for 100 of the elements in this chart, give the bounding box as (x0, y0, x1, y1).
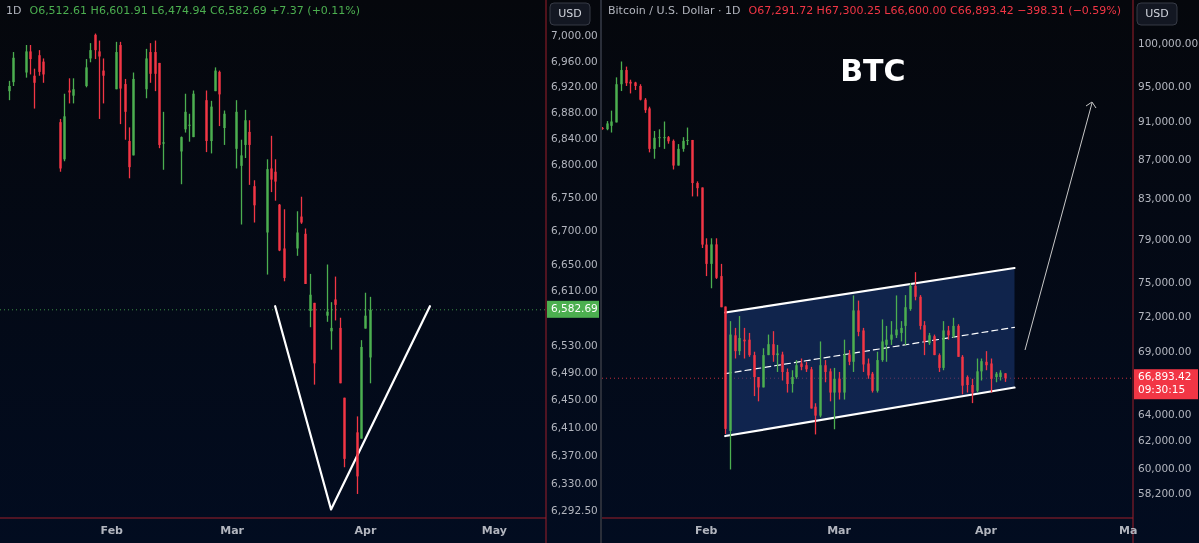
y-tick-label: 69,000.00 (1138, 345, 1192, 358)
candlestick (852, 294, 855, 373)
candlestick (124, 78, 127, 141)
candlestick (610, 109, 613, 134)
candlestick (805, 361, 808, 373)
x-tick-label: Feb (695, 524, 718, 537)
candlestick (115, 41, 118, 90)
candlestick (667, 135, 670, 145)
candlestick (343, 397, 346, 468)
candlestick (829, 367, 832, 402)
candlestick (885, 325, 888, 363)
x-tick-label: Apr (975, 524, 998, 537)
candlestick (881, 318, 884, 363)
y-tick-label: 6,920.00 (551, 80, 598, 93)
y-tick-label: 6,650.00 (551, 257, 598, 270)
candlestick (658, 128, 661, 148)
candlestick (602, 126, 604, 131)
candlestick (857, 299, 860, 337)
candlestick (890, 320, 893, 346)
candlestick (615, 76, 618, 124)
candlestick (102, 57, 105, 105)
candlestick (25, 44, 28, 79)
text: 1D (6, 4, 22, 17)
candlestick (947, 325, 950, 341)
candlestick (961, 354, 964, 395)
candlestick (928, 332, 931, 346)
candlestick (248, 119, 251, 186)
candlestick (8, 80, 11, 101)
y-tick-label: 6,450.00 (551, 393, 598, 406)
y-axis-title: USD (558, 7, 582, 20)
y-tick-label: 83,000.00 (1138, 191, 1192, 204)
candlestick (942, 320, 945, 371)
y-tick-label: 7,000.00 (551, 29, 598, 42)
candlestick (85, 58, 88, 88)
x-tick-label: Ma (1119, 524, 1138, 537)
y-tick-label: 60,000.00 (1138, 461, 1192, 474)
x-tick-label: Mar (220, 524, 245, 537)
y-tick-label: 6,880.00 (551, 106, 598, 119)
text: Bitcoin / U.S. Dollar · 1D (608, 4, 741, 17)
candlestick (128, 126, 131, 179)
y-tick-label: 87,000.00 (1138, 152, 1192, 165)
candlestick (296, 210, 299, 257)
candlestick (999, 369, 1002, 382)
candlestick (971, 378, 974, 404)
candlestick (976, 357, 979, 394)
candlestick (192, 89, 195, 138)
candlestick (625, 65, 628, 87)
candlestick (253, 179, 256, 224)
candlestick (339, 317, 342, 384)
ref-line-label: 66,893.42 09:30:15 (1138, 370, 1192, 396)
candlestick (729, 320, 732, 471)
y-tick-label: 6,370.00 (551, 449, 598, 462)
candlestick (933, 333, 936, 356)
candlestick (686, 126, 689, 146)
candlestick (914, 271, 917, 301)
x-tick-label: Apr (354, 524, 377, 537)
candlestick (895, 294, 898, 339)
candlestick (149, 42, 152, 84)
y-tick-label: 58,200.00 (1138, 486, 1192, 499)
candlestick (634, 81, 637, 91)
x-tick-label: May (481, 524, 508, 537)
y-tick-label: 6,700.00 (551, 224, 598, 237)
candlestick (720, 263, 723, 308)
y-tick-label: 6,292.50 (551, 503, 598, 516)
candlestick (119, 41, 122, 125)
candlestick (876, 351, 879, 394)
candlestick (691, 139, 694, 198)
candlestick (757, 376, 760, 402)
candlestick (663, 120, 666, 150)
candlestick (862, 327, 865, 373)
candlestick (819, 340, 822, 418)
candlestick (274, 158, 277, 202)
candlestick (985, 350, 988, 371)
candlestick (266, 158, 269, 276)
candlestick (145, 48, 148, 99)
candlestick (767, 333, 770, 356)
candlestick (205, 89, 208, 153)
candlestick (800, 357, 803, 371)
candlestick (682, 136, 685, 153)
candlestick (705, 237, 708, 277)
y-tick-label: 75,000.00 (1138, 276, 1192, 289)
candlestick (42, 57, 45, 84)
candlestick (738, 315, 741, 356)
candlestick (639, 83, 642, 102)
x-tick-label: Feb (100, 524, 124, 537)
candlestick (980, 357, 983, 382)
candlestick (334, 275, 337, 322)
candlestick (696, 180, 699, 198)
candlestick (710, 237, 713, 289)
annotation: BTC (840, 52, 906, 88)
candlestick (270, 135, 273, 193)
text: O67,291.72 H67,300.25 L66,600.00 C66,893.42 −398.31 (−0.59%) (748, 4, 1122, 17)
candlestick (162, 111, 165, 171)
candlestick (938, 352, 941, 373)
candlestick (900, 320, 903, 343)
candlestick (653, 130, 656, 160)
candlestick (848, 349, 851, 366)
y-tick-label: 64,000.00 (1138, 407, 1192, 420)
candlestick (795, 359, 798, 380)
y-tick-label: 6,610.00 (551, 284, 598, 297)
